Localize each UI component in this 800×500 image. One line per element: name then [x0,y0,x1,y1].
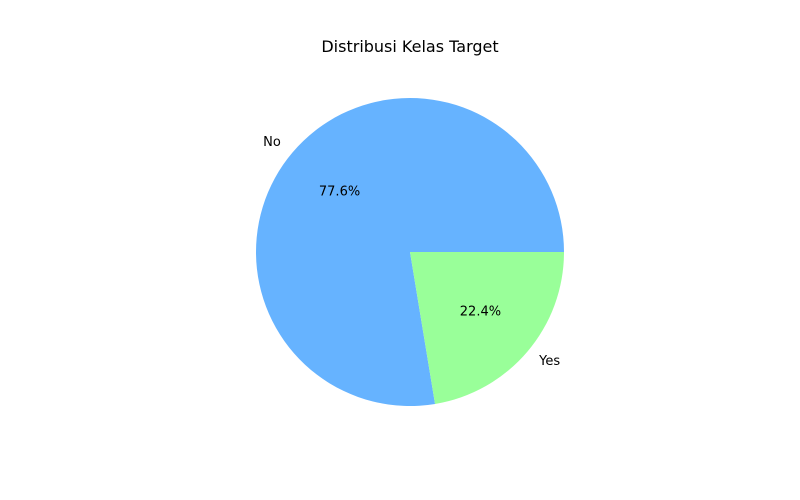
percent-label-yes: 22.4% [460,304,501,319]
pie-slices [255,98,564,407]
chart-title: Distribusi Kelas Target [321,37,498,56]
pie-slice-yes [410,252,564,404]
percent-label-no: 77.6% [319,185,360,200]
slice-label-yes: Yes [538,354,560,369]
slice-label-no: No [263,135,281,150]
pie-slice-no [255,98,564,407]
pie-labels: No 77.6% Yes 22.4% [263,135,560,369]
